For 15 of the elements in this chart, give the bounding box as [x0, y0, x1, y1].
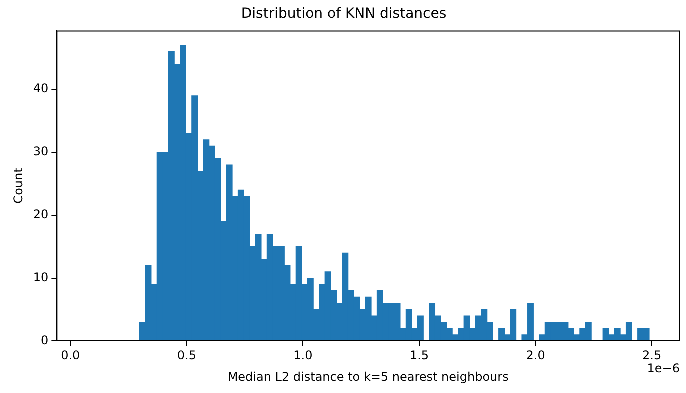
x-tick-label: 2.5 [642, 348, 662, 363]
text: 1e−6 [647, 361, 680, 376]
y-tick-label: 30 [33, 144, 49, 159]
x-tick-label: 0.0 [61, 348, 80, 363]
x-tick-label: 1.0 [294, 348, 313, 363]
x-tick-label: 0.5 [177, 348, 196, 363]
x-axis-title: Median L2 distance to k=5 nearest neighbours [228, 370, 509, 384]
y-tick-label: 10 [33, 270, 49, 284]
chart-title: Distribution of KNN distances [241, 6, 447, 22]
x-tick-label: 2.0 [526, 348, 546, 363]
y-tick-label: 40 [33, 82, 49, 96]
y-tick-label: 20 [33, 208, 49, 222]
y-tick-label: 0 [41, 333, 49, 348]
y-axis-title: Count [11, 168, 26, 204]
x-tick-label: 1.5 [410, 348, 430, 363]
